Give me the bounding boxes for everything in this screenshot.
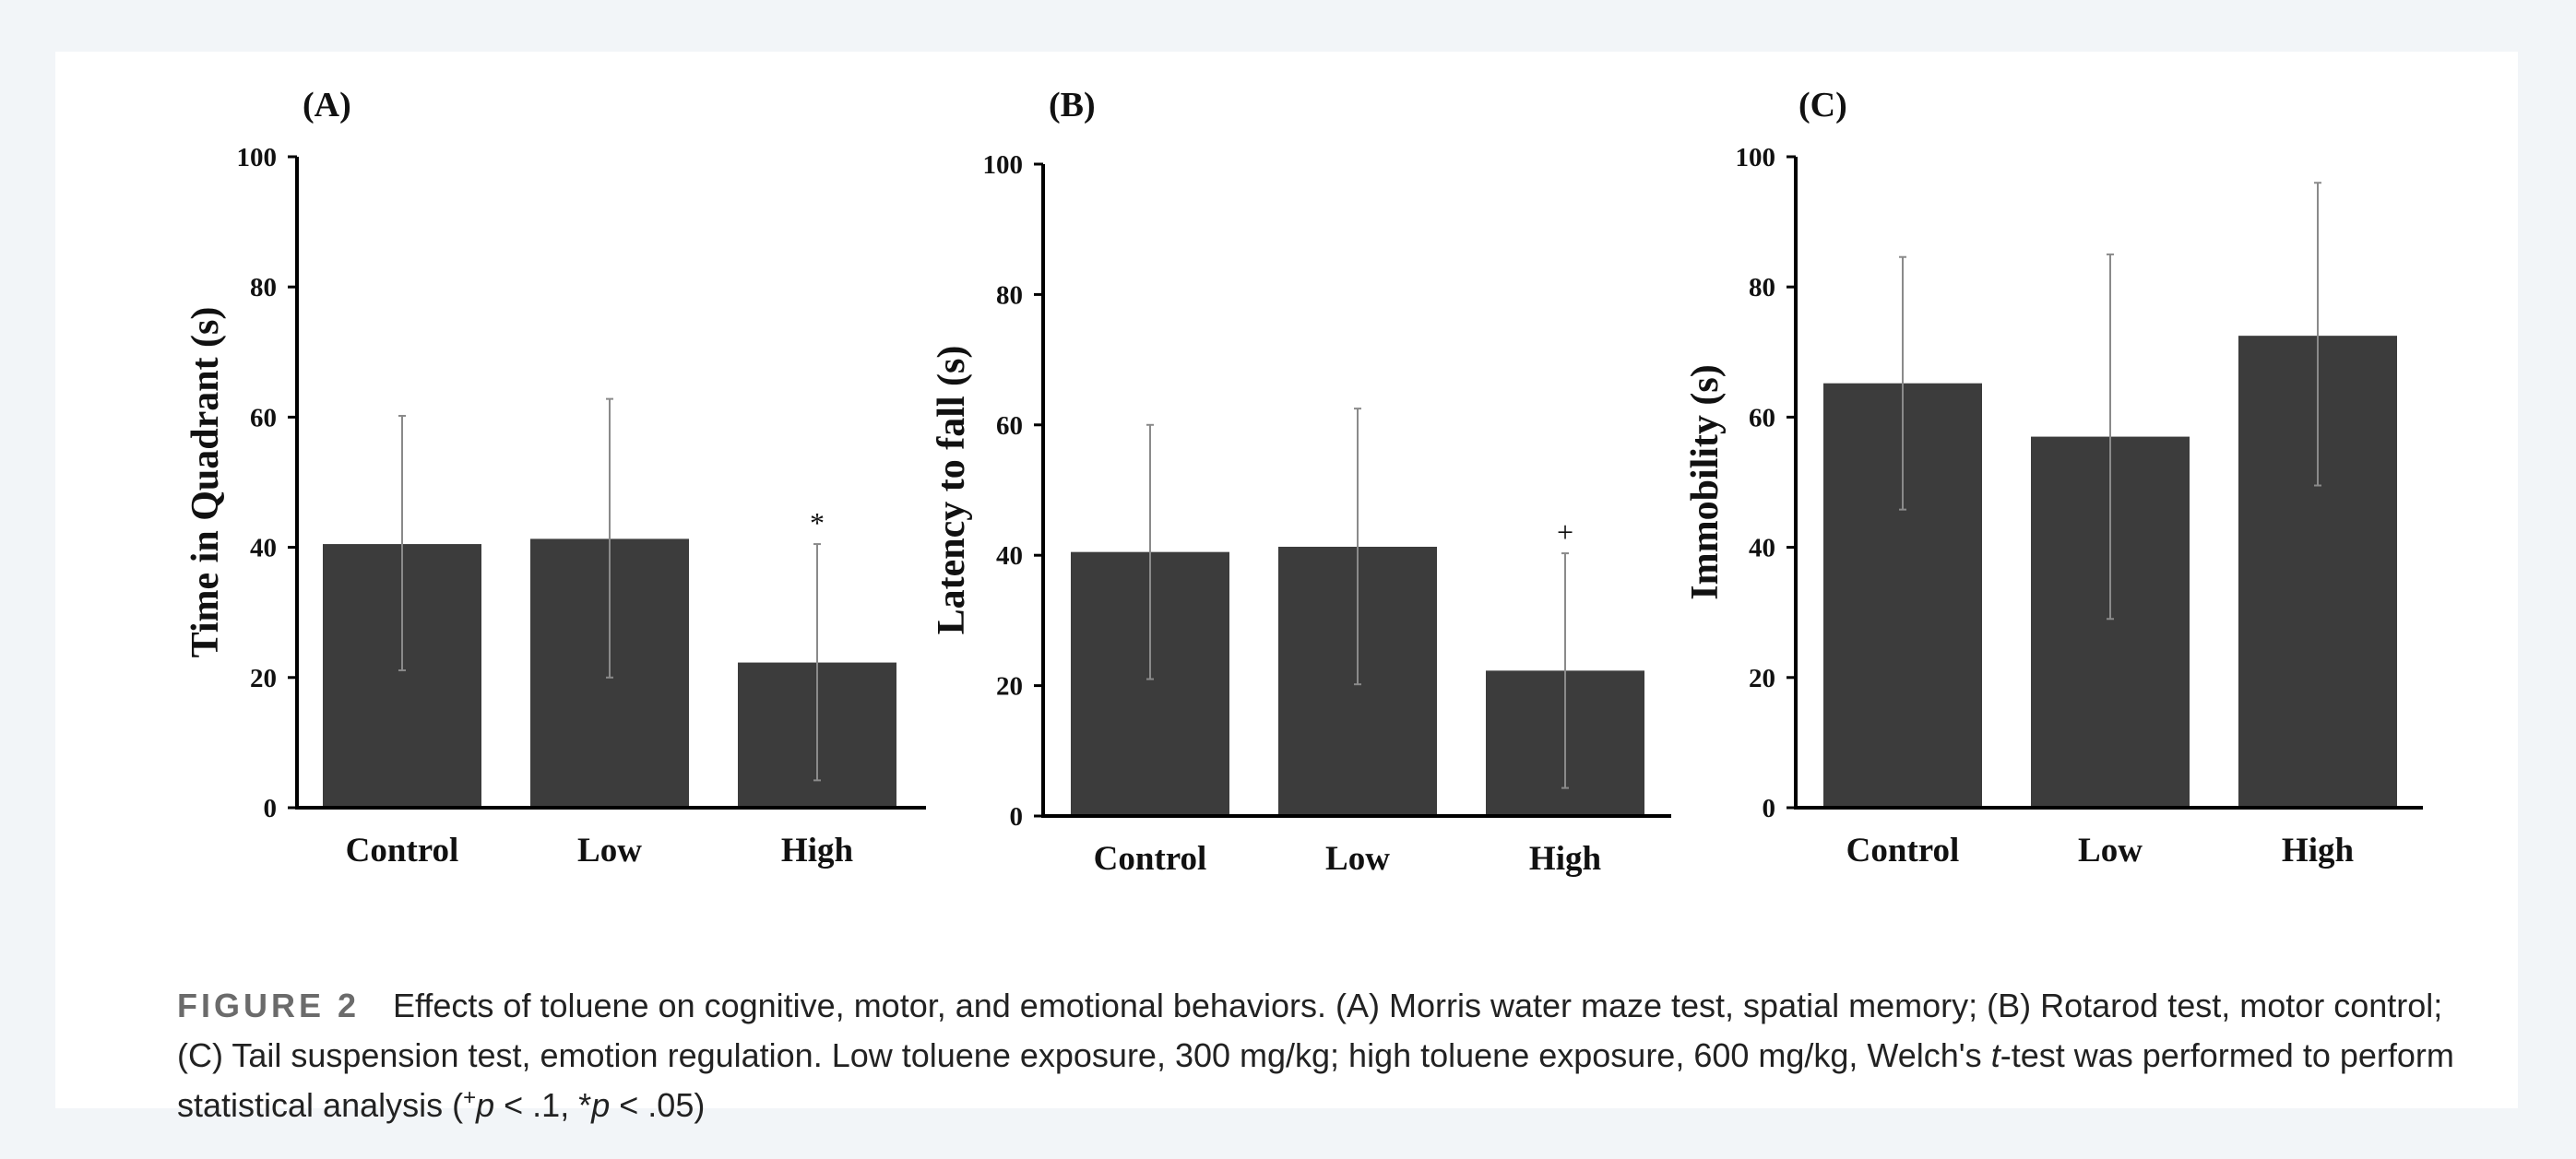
panel-label: (A) [303,86,351,124]
y-tick-label: 60 [250,403,277,432]
caption-p2: p [591,1086,611,1124]
y-tick-label: 80 [1749,273,1775,302]
x-category-label: Control [1846,832,1960,869]
caption-p1: p [476,1086,495,1124]
y-axis-title: Immobility (s) [1684,364,1727,600]
caption-text-3: < .1, * [494,1086,592,1124]
caption-text-1: Effects of toluene on cognitive, motor, … [177,987,2443,1074]
x-category-label: High [1529,840,1602,878]
significance-marker: * [810,506,825,539]
y-tick-label: 80 [250,273,277,302]
x-category-label: Control [346,832,459,869]
y-tick-label: 0 [1763,794,1776,823]
panel-a: (A) Time in Quadrant (s) * 0 20 40 60 80 100 Cont… [184,86,926,869]
x-category-label: Low [1325,840,1390,878]
figure-2-chart: (A) Time in Quadrant (s) * 0 20 40 60 80 100 Cont… [184,86,2423,878]
y-axis-title: Time in Quadrant (s) [184,307,227,658]
y-tick-label: 20 [996,672,1023,702]
y-tick-label: 20 [250,664,277,693]
y-tick-label: 60 [996,411,1023,441]
panel-c: (C) Immobility (s) 0 20 40 60 80 100 Control Low H… [1684,86,2423,869]
y-tick-label: 40 [1749,534,1775,563]
figure-label: FIGURE 2 [177,987,361,1024]
panel-label: (B) [1049,86,1096,124]
y-tick-label: 100 [983,150,1024,180]
x-category-label: High [781,832,854,869]
x-category-label: High [2282,832,2355,869]
y-tick-label: 100 [237,143,278,172]
x-category-label: Low [577,832,642,869]
caption-plus-sup: + [463,1085,477,1110]
y-tick-label: 0 [1010,802,1024,832]
caption-text-4: < .05) [610,1086,706,1124]
figure-caption: FIGURE 2 Effects of toluene on cognitive,… [177,981,2455,1130]
x-category-label: Low [2078,832,2143,869]
y-tick-label: 100 [1736,143,1776,172]
y-axis-title: Latency to fall (s) [931,346,973,635]
y-tick-label: 20 [1749,664,1775,693]
y-tick-label: 0 [264,794,278,823]
figure-card: (A) Time in Quadrant (s) * 0 20 40 60 80 100 Cont… [55,52,2518,1124]
y-tick-label: 40 [250,534,277,563]
y-tick-label: 40 [996,541,1023,571]
panel-b: (B) Latency to fall (s) +0 20 40 60 80 100 Contr… [931,86,1671,878]
significance-marker: + [1557,515,1573,549]
caption-t-italic: t [1990,1036,2000,1074]
caption-text-2: -test was performed to perform statistic… [177,1036,2454,1124]
panel-label: (C) [1798,86,1847,124]
x-category-label: Control [1094,840,1207,878]
y-tick-label: 60 [1749,403,1775,432]
y-tick-label: 80 [996,280,1023,310]
